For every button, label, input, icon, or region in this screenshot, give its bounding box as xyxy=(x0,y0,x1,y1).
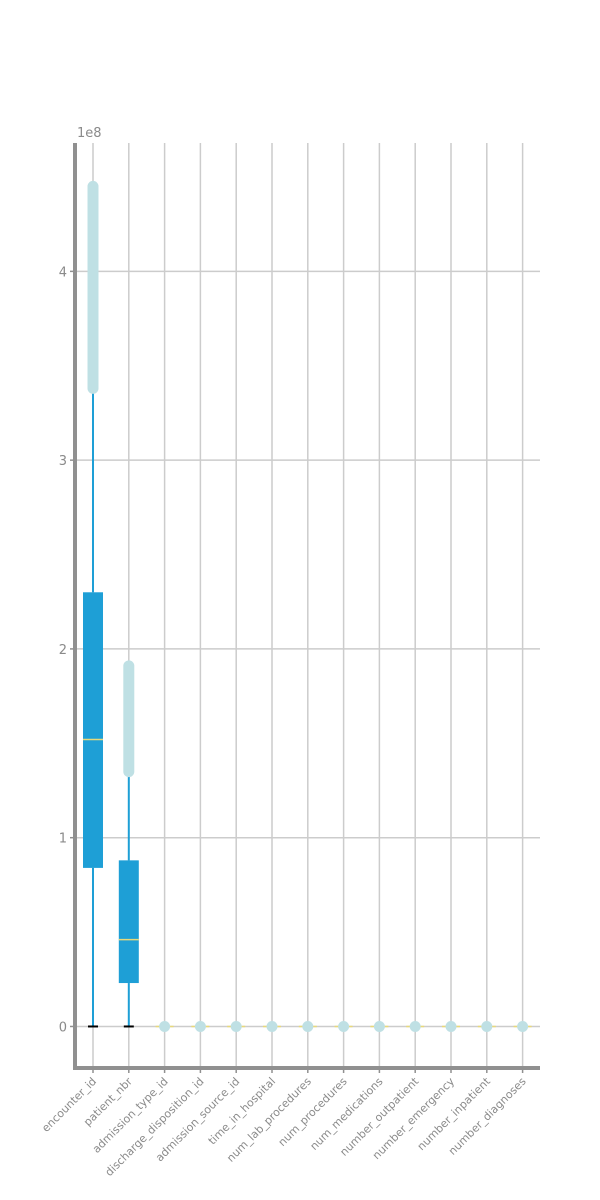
outlier-points xyxy=(230,1020,242,1032)
iqr-box xyxy=(118,860,139,984)
axes-layer xyxy=(73,143,540,1070)
outlier-points xyxy=(194,1020,206,1032)
box-patient_nbr xyxy=(118,660,139,1028)
box-num_medications xyxy=(370,1020,389,1032)
y-tick-label: 3 xyxy=(59,454,67,469)
outlier-points xyxy=(445,1020,457,1032)
grid-layer xyxy=(75,143,540,1068)
outlier-points xyxy=(159,1020,171,1032)
x-tick-layer: encounter_idpatient_nbradmission_type_id… xyxy=(39,1068,529,1179)
y-scale-offset-label: 1e8 xyxy=(77,126,102,141)
box-number_inpatient xyxy=(477,1020,496,1032)
box-number_emergency xyxy=(442,1020,460,1032)
box-num_procedures xyxy=(334,1020,353,1032)
outlier-points xyxy=(302,1020,314,1032)
outlier-points xyxy=(481,1020,493,1032)
boxes-layer xyxy=(83,180,532,1032)
box-number_outpatient xyxy=(406,1020,425,1032)
y-tick-layer: 0 1 2 3 4 xyxy=(59,265,75,1035)
box-number_diagnoses xyxy=(513,1020,532,1032)
outlier-points xyxy=(409,1020,421,1032)
iqr-box xyxy=(83,592,103,868)
box-admission_source_id xyxy=(227,1020,246,1032)
box-encounter_id xyxy=(83,180,103,1028)
outlier-points xyxy=(373,1020,385,1032)
y-tick-label: 1 xyxy=(59,832,67,847)
outlier-points xyxy=(338,1020,350,1032)
box-num_lab_procedures xyxy=(298,1020,317,1032)
box-discharge_disposition_id xyxy=(191,1020,210,1032)
y-tick-label: 4 xyxy=(59,265,67,280)
outlier-points xyxy=(517,1020,529,1032)
outlier-points xyxy=(266,1020,278,1032)
y-tick-label: 2 xyxy=(59,643,67,658)
box-time_in_hospital xyxy=(263,1020,281,1032)
y-tick-label: 0 xyxy=(59,1020,67,1035)
box-admission_type_id xyxy=(155,1020,174,1032)
